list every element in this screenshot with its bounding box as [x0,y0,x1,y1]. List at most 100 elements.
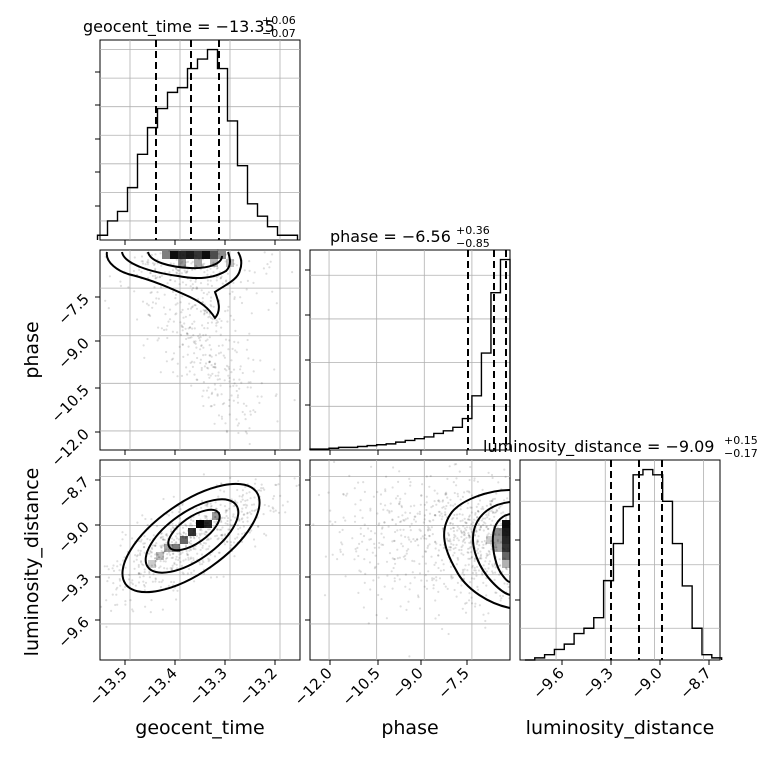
sample-point [245,288,248,291]
sample-point [266,263,269,266]
sample-point [137,565,140,569]
sample-point [366,548,369,551]
sample-point [205,389,209,392]
sample-point [224,509,227,512]
title-geocent-time-upper: +0.06 [262,14,296,27]
sample-point [160,532,163,535]
sample-point [340,541,343,544]
sample-point [184,544,187,547]
sample-point [193,373,196,376]
sample-point [419,529,422,533]
sample-point [190,306,193,309]
sample-point [165,328,168,331]
sample-point [485,594,488,597]
sample-point [476,516,479,519]
sample-point [263,503,266,507]
sample-point [139,549,142,553]
sample-point [435,576,438,579]
sample-point [192,546,195,549]
sample-point [196,378,199,381]
sample-point [219,276,222,280]
contour-inner [167,508,221,552]
sample-point [369,507,372,510]
sample-point [495,508,498,512]
sample-point [208,344,211,347]
sample-point [199,361,202,365]
sample-point [232,515,235,518]
sample-point [141,514,144,517]
sample-point [411,559,414,563]
sample-point [237,479,240,483]
sample-point [444,513,447,516]
sample-point [220,393,223,396]
sample-point [464,611,468,614]
sample-point [493,563,496,567]
sample-point [140,270,143,273]
sample-point [449,527,452,531]
sample-point [213,520,216,524]
y-tick-labels-phase: −7.5 −9.0 −10.5 −12.0 [48,290,93,470]
sample-point [254,478,257,481]
sample-point [233,296,236,299]
sample-point [491,476,494,480]
sample-point [201,324,204,327]
sample-point [161,608,164,611]
sample-point [189,307,193,310]
sample-point [195,307,199,310]
sample-point [201,395,204,398]
sample-point [468,536,471,539]
sample-point [223,490,226,493]
sample-point [253,482,257,485]
sample-point [361,516,364,520]
sample-point [233,382,236,385]
sample-point [211,318,214,321]
sample-point [399,528,402,531]
sample-point [161,579,164,582]
sample-point [228,528,231,531]
sample-point [432,577,436,580]
sample-point [210,355,213,358]
sample-point [468,592,471,595]
sample-point [151,262,155,265]
sample-point [139,560,143,563]
sample-point [468,526,471,529]
sample-point [508,597,511,600]
sample-point [476,539,479,542]
sample-point [413,518,416,521]
sample-point [455,484,458,487]
sample-point [458,513,461,516]
sample-point [246,338,249,342]
sample-point [344,575,347,578]
sample-point [216,266,219,269]
sample-point [396,494,399,498]
sample-point [119,544,122,547]
sample-point [421,555,424,558]
sample-point [181,260,184,263]
sample-point [252,409,255,412]
sample-point [217,414,221,417]
sample-point [228,380,231,383]
sample-point [401,545,404,548]
sample-point [180,325,183,328]
sample-point [342,516,345,519]
sample-point [363,558,366,561]
sample-point [228,376,231,380]
sample-point [462,525,465,528]
title-phase-lower: −0.85 [456,237,490,250]
sample-point [187,558,190,561]
sample-point [227,528,230,531]
sample-point [252,358,255,361]
sample-point [181,326,185,329]
sample-point [470,596,473,599]
sample-point [348,474,351,477]
sample-point [215,267,219,270]
sample-point [485,536,488,539]
sample-point [154,580,157,583]
sample-point [199,358,202,361]
sample-point [234,329,237,332]
x-tick-label: −9.0 [388,664,426,702]
sample-point [175,524,178,527]
sample-point [206,269,209,272]
sample-point [459,591,462,594]
sample-point [176,362,179,365]
